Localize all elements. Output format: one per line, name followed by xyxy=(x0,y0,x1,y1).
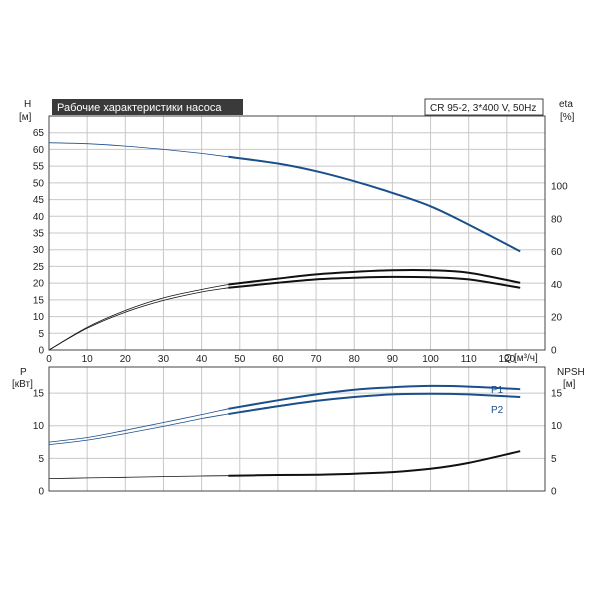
tick-label-npsh: 10 xyxy=(551,421,563,432)
y-right-label-npsh: NPSH xyxy=(557,367,585,378)
power-p1-curve xyxy=(228,384,521,410)
tick-label-p: 0 xyxy=(38,487,44,498)
y-left-unit-p: [кВт] xyxy=(12,379,33,390)
model-info-box xyxy=(424,98,544,116)
model-info: CR 95-2, 3*400 V, 50Hz xyxy=(430,103,536,114)
tick-label-h: 25 xyxy=(33,262,45,273)
tick-label-q: 30 xyxy=(158,354,170,365)
tick-label-h: 50 xyxy=(33,178,45,189)
tick-label-h: 20 xyxy=(33,279,45,290)
bottom-right-tick-labels: 0 5 10 15 xyxy=(551,389,563,498)
y-left-label-h: H xyxy=(24,99,31,110)
series-label-p2: P2 xyxy=(491,405,504,416)
tick-label-q: 20 xyxy=(120,354,132,365)
tick-label-p: 5 xyxy=(38,454,44,465)
top-chart-frame xyxy=(48,115,546,351)
efficiency-curve-2 xyxy=(228,275,521,289)
tick-label-h: 0 xyxy=(38,346,44,357)
efficiency-curve-2-thin xyxy=(48,287,229,351)
y-right-unit-npsh: [м] xyxy=(563,379,576,390)
tick-label-h: 45 xyxy=(33,195,45,206)
tick-label-eta: 100 xyxy=(551,182,568,193)
tick-label-h: 40 xyxy=(33,212,45,223)
tick-label-q: 110 xyxy=(461,354,477,365)
y-left-label-p: P xyxy=(20,367,27,378)
tick-label-h: 15 xyxy=(33,295,45,306)
tick-label-q: 0 xyxy=(46,354,52,365)
top-chart-grid xyxy=(48,116,545,351)
tick-label-q: 120 xyxy=(499,354,516,365)
efficiency-curve-1-thin xyxy=(48,284,229,351)
tick-label-eta: 80 xyxy=(551,214,563,225)
y-right-unit-eta: [%] xyxy=(560,112,575,123)
power-p2-curve xyxy=(228,392,521,415)
head-curve-thin xyxy=(48,142,229,158)
tick-label-q: 90 xyxy=(387,354,399,365)
x-axis-unit: [м³/ч] xyxy=(514,353,538,364)
tick-label-h: 35 xyxy=(33,229,45,240)
series-label-p1: P1 xyxy=(491,385,504,396)
bottom-chart-grid xyxy=(48,367,545,492)
tick-label-h: 10 xyxy=(33,312,45,323)
tick-label-p: 10 xyxy=(33,421,45,432)
tick-label-eta: 20 xyxy=(551,313,563,324)
chart-title: Рабочие характеристики насоса xyxy=(57,102,222,114)
bottom-left-tick-labels: 0 5 10 15 xyxy=(33,389,45,498)
tick-label-q: 60 xyxy=(272,354,284,365)
tick-label-h: 65 xyxy=(33,128,45,139)
x-axis-label: Q xyxy=(504,353,512,364)
tick-label-q: 100 xyxy=(422,354,439,365)
tick-label-npsh: 15 xyxy=(551,389,563,400)
top-left-tick-labels: 0 5 10 15 20 25 30 35 40 45 50 55 60 65 xyxy=(33,128,45,356)
power-p1-curve-thin xyxy=(48,408,229,443)
tick-label-h: 55 xyxy=(33,162,45,173)
tick-label-h: 60 xyxy=(33,145,45,156)
power-p2-curve-thin xyxy=(48,413,229,446)
tick-label-npsh: 5 xyxy=(551,454,557,465)
tick-label-h: 5 xyxy=(38,329,44,340)
head-curve xyxy=(228,155,521,253)
tick-label-q: 50 xyxy=(234,354,246,365)
y-right-label-eta: eta xyxy=(559,99,573,110)
tick-label-eta: 60 xyxy=(551,247,563,258)
bottom-chart-frame xyxy=(48,366,546,492)
bottom-chart-curves xyxy=(48,384,521,479)
npsh-curve xyxy=(228,450,521,477)
top-right-tick-labels: 0 20 40 60 80 100 xyxy=(551,182,568,357)
y-left-unit-h: [м] xyxy=(19,112,32,123)
tick-label-npsh: 0 xyxy=(551,487,557,498)
tick-label-q: 10 xyxy=(82,354,94,365)
chart-title-box xyxy=(52,99,243,115)
tick-label-eta: 40 xyxy=(551,280,563,291)
efficiency-curve-1 xyxy=(228,268,521,286)
tick-label-p: 15 xyxy=(33,389,45,400)
tick-label-eta: 0 xyxy=(551,346,557,357)
top-chart-curves xyxy=(48,142,521,351)
tick-label-q: 40 xyxy=(196,354,208,365)
tick-label-q: 80 xyxy=(349,354,361,365)
npsh-curve-thin xyxy=(48,475,229,479)
tick-label-h: 30 xyxy=(33,245,45,256)
x-tick-labels: 0 10 20 30 40 50 60 70 80 90 100 110 120 xyxy=(46,354,515,365)
tick-label-q: 70 xyxy=(311,354,323,365)
